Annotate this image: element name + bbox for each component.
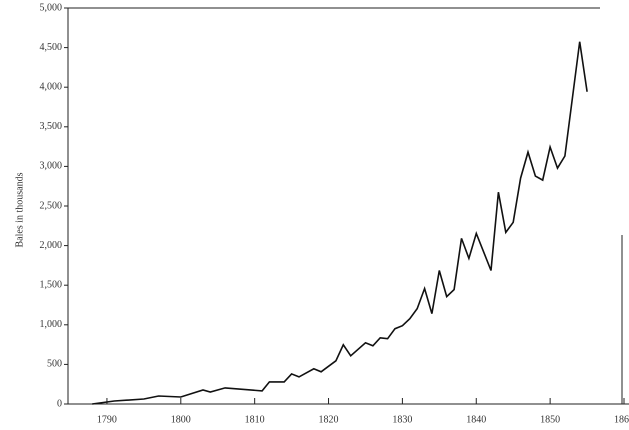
y-tick-label: 4,000 — [40, 81, 63, 92]
y-tick-label: 1,500 — [40, 279, 63, 290]
y-tick-label: 500 — [47, 359, 62, 370]
y-tick-label: 3,500 — [40, 121, 63, 132]
y-tick-label: 3,000 — [40, 161, 63, 172]
x-tick-label: 1840 — [466, 414, 486, 425]
y-tick-label: 5,000 — [40, 2, 63, 13]
x-tick-label: 1790 — [97, 414, 117, 425]
x-tick-label: 1820 — [319, 414, 339, 425]
y-tick-label: 2,500 — [40, 200, 63, 211]
x-tick-label: 1830 — [392, 414, 412, 425]
y-tick-label: 1,000 — [40, 319, 63, 330]
x-tick-label: 1860 — [614, 414, 629, 425]
y-tick-label: 2,000 — [40, 240, 63, 251]
y-tick-label: 0 — [57, 398, 62, 409]
x-tick-label: 1800 — [171, 414, 191, 425]
y-tick-label: 4,500 — [40, 42, 63, 53]
x-tick-label: 1810 — [245, 414, 265, 425]
y-axis-label: Bales in thousands — [14, 172, 25, 247]
data-line — [92, 41, 588, 405]
x-tick-label: 1850 — [540, 414, 560, 425]
